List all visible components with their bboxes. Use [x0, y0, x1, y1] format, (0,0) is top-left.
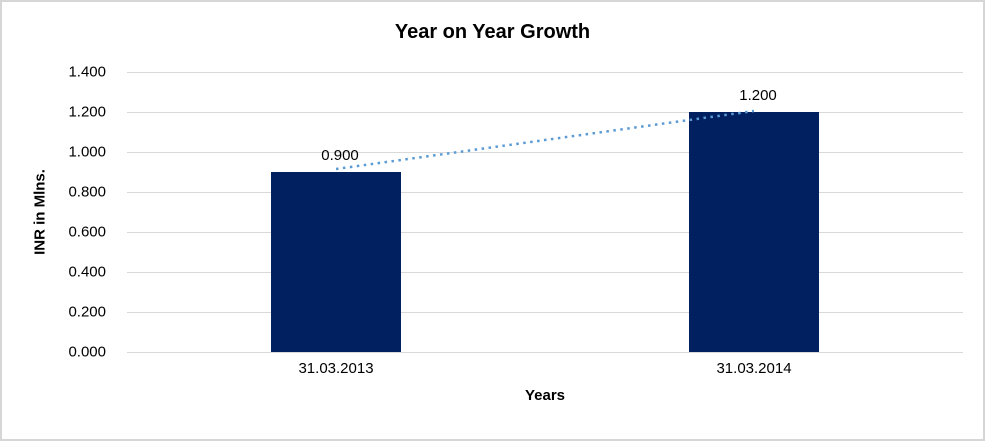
plot-area: 0.900 1.200 [127, 72, 963, 353]
gridline [127, 232, 963, 233]
y-axis-tick-label: 1.200 [68, 103, 106, 121]
x-axis-title: Years [524, 387, 566, 404]
y-axis-tick-label: 0.600 [68, 223, 106, 241]
gridline [127, 72, 963, 73]
gridline [127, 152, 963, 153]
gridline [127, 312, 963, 313]
bar-data-label: 0.900 [321, 147, 359, 164]
gridline [127, 272, 963, 273]
bar-31.03.2014 [689, 112, 819, 352]
y-axis-tick-label: 0.200 [68, 303, 106, 321]
bar-data-label: 1.200 [739, 87, 777, 104]
y-axis-tick-label: 0.000 [68, 343, 106, 361]
x-axis-tick-label: 31.03.2014 [716, 360, 792, 377]
trendline [335, 109, 755, 171]
gridline [127, 192, 963, 193]
chart-title: Year on Year Growth [394, 21, 591, 43]
y-axis-title: INR in Mlns. [31, 169, 49, 255]
y-axis-tick-label: 1.400 [68, 63, 106, 81]
y-axis-tick-label: 1.000 [68, 143, 106, 161]
y-axis-tick-label: 0.800 [68, 183, 106, 201]
x-axis-tick-label: 31.03.2013 [298, 360, 374, 377]
gridline [127, 112, 963, 113]
bar-31.03.2013 [271, 172, 401, 352]
y-axis-tick-label: 0.400 [68, 263, 106, 281]
gridline [127, 352, 963, 353]
